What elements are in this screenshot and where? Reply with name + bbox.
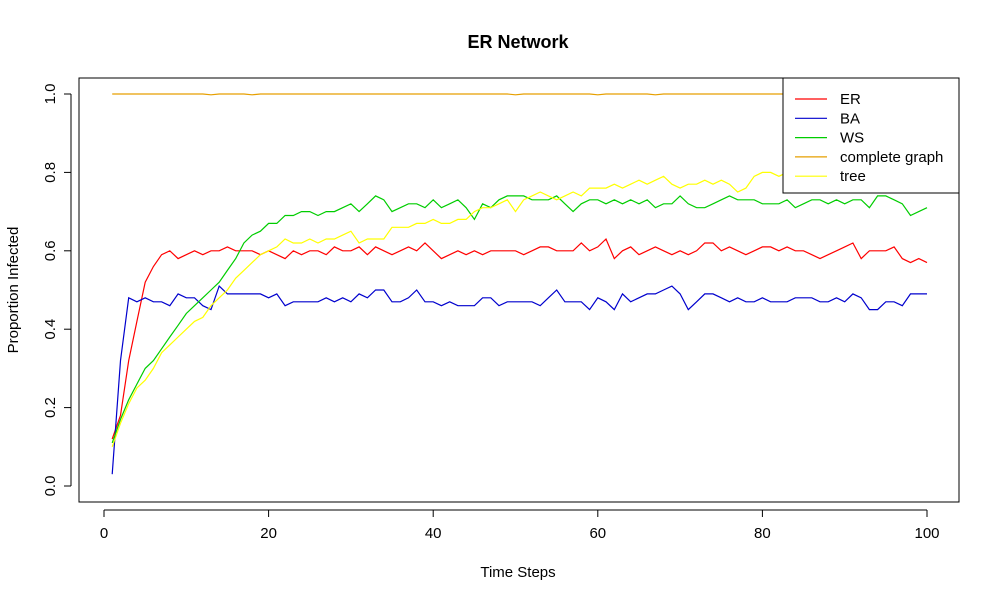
legend-label: BA — [840, 110, 860, 127]
x-axis-label: Time Steps — [480, 564, 555, 581]
y-axis-label: Proportion Infected — [5, 227, 22, 354]
series-line-er — [111, 237, 928, 440]
series-line-ba — [111, 285, 927, 475]
chart-title: ER Network — [467, 32, 569, 52]
legend: ER BA WS complete graph tree — [782, 77, 960, 194]
x-tick-label: 100 — [914, 525, 939, 542]
y-tick-label: 1.0 — [42, 84, 59, 105]
y-axis: 0.0 0.2 0.4 0.6 0.8 1.0 — [42, 84, 72, 497]
series-line-ws — [111, 195, 928, 444]
legend-label: tree — [840, 168, 866, 185]
series-line-tree — [111, 171, 927, 447]
legend-label: WS — [840, 130, 864, 147]
plot-frame — [78, 77, 960, 503]
y-tick-label: 0.2 — [42, 397, 59, 418]
legend-box — [782, 77, 960, 194]
y-tick-label: 0.6 — [42, 240, 59, 261]
x-axis: 0 20 40 60 80 100 — [100, 509, 940, 542]
x-tick-label: 0 — [100, 525, 108, 542]
x-tick-label: 60 — [589, 525, 606, 542]
x-tick-label: 80 — [754, 525, 771, 542]
y-tick-label: 0.0 — [42, 476, 59, 497]
legend-label: complete graph — [840, 149, 943, 166]
y-tick-label: 0.4 — [42, 319, 59, 340]
y-tick-label: 0.8 — [42, 162, 59, 183]
x-tick-label: 20 — [260, 525, 277, 542]
legend-label: ER — [840, 91, 861, 108]
x-tick-label: 40 — [425, 525, 442, 542]
